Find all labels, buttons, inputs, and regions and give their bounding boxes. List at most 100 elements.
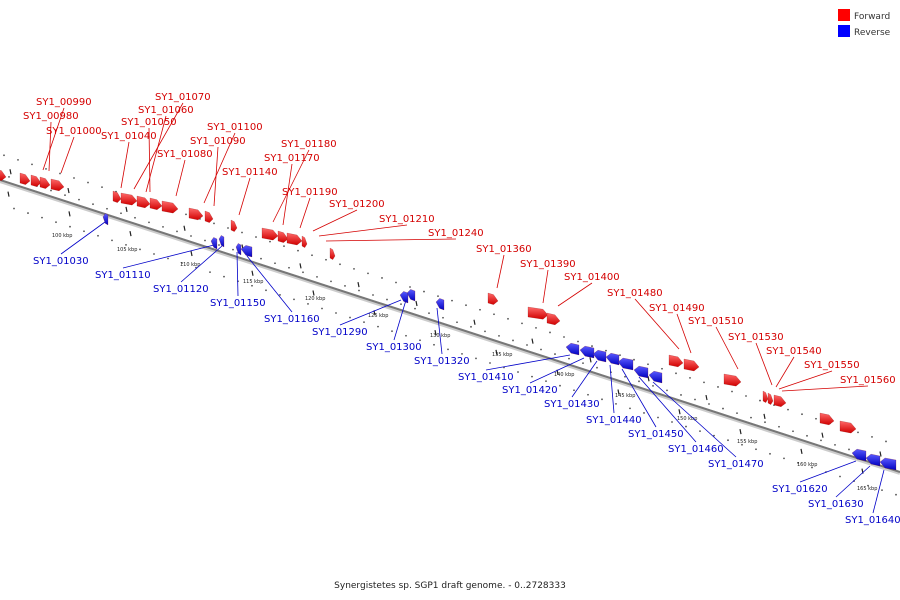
forward-gene-label[interactable]: SY1_00980 [23, 111, 79, 122]
reverse-gene-label[interactable]: SY1_01030 [33, 256, 89, 267]
gene-arrow[interactable] [329, 247, 336, 260]
gene-arrow[interactable] [605, 352, 620, 366]
minor-tick [821, 432, 824, 438]
forward-gene-label[interactable]: SY1_01050 [121, 117, 177, 128]
guide-dot [559, 384, 561, 387]
guide-dot [437, 295, 439, 298]
gene-arrow[interactable] [50, 178, 65, 192]
forward-gene-label[interactable]: SY1_01140 [222, 167, 278, 178]
gene-arrow[interactable] [683, 358, 700, 372]
gene-arrow[interactable] [487, 292, 499, 305]
forward-gene-label[interactable]: SY1_01540 [766, 346, 822, 357]
reverse-gene-label[interactable]: SY1_01450 [628, 429, 684, 440]
gene-arrow[interactable] [230, 219, 238, 232]
gene-arrow[interactable] [762, 390, 769, 403]
gene-arrow[interactable] [39, 176, 51, 189]
gene-arrow[interactable] [399, 291, 409, 304]
reverse-gene-label[interactable]: SY1_01630 [808, 499, 864, 510]
forward-gene-label[interactable]: SY1_01070 [155, 92, 211, 103]
gene-arrow[interactable] [161, 200, 179, 214]
gene-arrow[interactable] [592, 349, 607, 363]
gene-arrow[interactable] [668, 354, 684, 368]
gene-arrow[interactable] [19, 172, 31, 185]
forward-gene-label[interactable]: SY1_01060 [138, 105, 194, 116]
gene-arrow[interactable] [0, 169, 7, 181]
gene-arrow[interactable] [723, 373, 742, 387]
gene-arrow[interactable] [235, 243, 242, 256]
gene-arrow[interactable] [102, 213, 109, 226]
guide-dot [353, 267, 355, 270]
forward-gene-label[interactable]: SY1_01360 [476, 244, 532, 255]
gene-arrow[interactable] [851, 448, 867, 462]
guide-dot [694, 398, 696, 401]
guide-dot [395, 281, 397, 284]
gene-arrow[interactable] [546, 312, 561, 326]
gene-arrow[interactable] [773, 394, 787, 407]
gene-arrow[interactable] [120, 192, 138, 206]
reverse-gene-label[interactable]: SY1_01300 [366, 342, 422, 353]
gene-arrow[interactable] [210, 237, 218, 250]
gene-arrow[interactable] [579, 345, 595, 359]
gene-arrow[interactable] [112, 190, 122, 203]
gene-arrow[interactable] [617, 357, 634, 371]
reverse-gene-label[interactable]: SY1_01460 [668, 444, 724, 455]
gene-arrow[interactable] [277, 230, 289, 243]
forward-gene-label[interactable]: SY1_01190 [282, 187, 338, 198]
forward-gene-label[interactable]: SY1_01530 [728, 332, 784, 343]
forward-gene-label[interactable]: SY1_01480 [607, 288, 663, 299]
gene-arrow[interactable] [527, 306, 549, 320]
gene-arrow[interactable] [648, 370, 663, 384]
gene-arrow[interactable] [633, 365, 649, 379]
forward-gene-label[interactable]: SY1_01390 [520, 259, 576, 270]
reverse-gene-label[interactable]: SY1_01320 [414, 356, 470, 367]
gene-arrow[interactable] [136, 195, 151, 209]
forward-gene-label[interactable]: SY1_01040 [101, 131, 157, 142]
gene-arrow[interactable] [30, 174, 42, 187]
forward-gene-label[interactable]: SY1_01490 [649, 303, 705, 314]
reverse-gene-label[interactable]: SY1_01420 [502, 385, 558, 396]
reverse-gene-label[interactable]: SY1_01150 [210, 298, 266, 309]
forward-gene-label[interactable]: SY1_01240 [428, 228, 484, 239]
forward-gene-label[interactable]: SY1_01210 [379, 214, 435, 225]
gene-arrow[interactable] [240, 245, 253, 258]
forward-gene-label[interactable]: SY1_01200 [329, 199, 385, 210]
forward-gene-label[interactable]: SY1_01400 [564, 272, 620, 283]
reverse-gene-label[interactable]: SY1_01160 [264, 314, 320, 325]
gene-arrow[interactable] [839, 420, 857, 434]
reverse-gene-label[interactable]: SY1_01120 [153, 284, 209, 295]
forward-gene-label[interactable]: SY1_01550 [804, 360, 860, 371]
forward-gene-label[interactable]: SY1_01100 [207, 122, 263, 133]
reverse-gene-label[interactable]: SY1_01620 [772, 484, 828, 495]
gene-arrow[interactable] [286, 232, 303, 246]
forward-gene-label[interactable]: SY1_01090 [190, 136, 246, 147]
forward-gene-label[interactable]: SY1_01080 [157, 149, 213, 160]
reverse-gene-label[interactable]: SY1_01110 [95, 270, 151, 281]
gene-arrow[interactable] [301, 235, 308, 248]
gene-arrow[interactable] [767, 392, 774, 405]
gene-arrow[interactable] [149, 197, 163, 210]
reverse-gene-label[interactable]: SY1_01410 [458, 372, 514, 383]
reverse-gene-label[interactable]: SY1_01430 [544, 399, 600, 410]
forward-gene-label[interactable]: SY1_01180 [281, 139, 337, 150]
gene-arrow[interactable] [865, 453, 881, 467]
forward-leader-line [282, 163, 293, 226]
gene-arrow[interactable] [879, 457, 897, 471]
forward-gene-label[interactable]: SY1_01170 [264, 153, 320, 164]
forward-gene-label[interactable]: SY1_01560 [840, 375, 896, 386]
forward-gene-label[interactable]: SY1_01000 [46, 126, 102, 137]
gene-arrow[interactable] [565, 342, 580, 356]
gene-arrow[interactable] [261, 227, 279, 241]
forward-gene-label[interactable]: SY1_00990 [36, 97, 92, 108]
gene-arrow[interactable] [204, 210, 214, 223]
guide-dot [386, 298, 388, 301]
reverse-gene-label[interactable]: SY1_01640 [845, 515, 900, 526]
gene-arrow[interactable] [218, 235, 225, 248]
gene-arrow[interactable] [819, 412, 835, 426]
gene-arrow[interactable] [435, 298, 445, 311]
forward-gene-label[interactable]: SY1_01510 [688, 316, 744, 327]
reverse-gene-label[interactable]: SY1_01290 [312, 327, 368, 338]
gene-arrow[interactable] [188, 207, 204, 221]
gene-arrow[interactable] [406, 289, 416, 302]
reverse-gene-label[interactable]: SY1_01470 [708, 459, 764, 470]
reverse-gene-label[interactable]: SY1_01440 [586, 415, 642, 426]
